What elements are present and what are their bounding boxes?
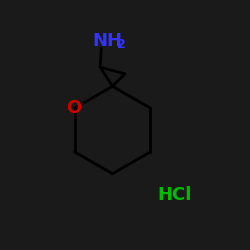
Text: HCl: HCl: [158, 186, 192, 204]
Text: O: O: [66, 99, 81, 117]
Text: NH: NH: [92, 32, 122, 50]
Text: 2: 2: [116, 38, 125, 51]
